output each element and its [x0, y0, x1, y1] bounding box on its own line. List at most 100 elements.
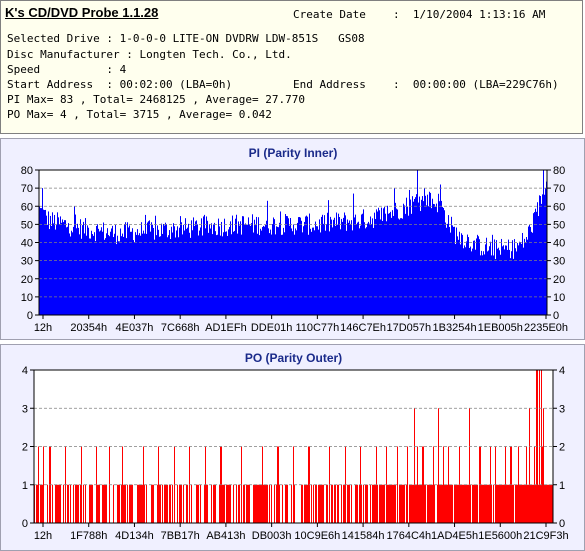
bar	[272, 224, 273, 315]
bar	[458, 239, 459, 315]
bar	[421, 484, 422, 523]
bar	[355, 214, 356, 315]
x-tick-label: 12h	[34, 322, 52, 334]
bar	[453, 226, 454, 315]
bar	[314, 230, 315, 315]
bar	[477, 484, 478, 523]
bar	[537, 202, 538, 315]
bar	[259, 484, 260, 523]
bar	[367, 484, 368, 523]
bar	[381, 207, 382, 315]
bar	[335, 225, 336, 315]
bar	[257, 484, 258, 523]
bar	[406, 197, 407, 315]
bar	[257, 233, 258, 315]
bar	[139, 233, 140, 315]
bar	[211, 223, 212, 315]
bar	[476, 238, 477, 315]
bar	[307, 216, 308, 315]
bar	[127, 484, 128, 523]
bar	[415, 484, 416, 523]
y-tick-label-right: 0	[553, 310, 559, 322]
bar	[81, 238, 82, 315]
bar	[391, 484, 392, 523]
bar	[229, 484, 230, 523]
bar	[382, 484, 383, 523]
bar	[153, 484, 154, 523]
x-tick-label: 1B3254h	[433, 322, 477, 334]
bar	[429, 191, 430, 315]
bar	[321, 484, 322, 523]
bar	[136, 234, 137, 315]
bar	[364, 222, 365, 315]
bar	[502, 484, 503, 523]
bar	[503, 245, 504, 315]
bar	[549, 484, 550, 523]
bar	[380, 219, 381, 315]
bar	[337, 224, 338, 315]
bar	[507, 484, 508, 523]
x-tick-label: 1EB005h	[478, 322, 523, 334]
bar	[137, 229, 138, 315]
bar	[98, 228, 99, 315]
bar	[186, 484, 187, 523]
bar	[206, 216, 207, 315]
bar	[40, 484, 41, 523]
bar	[168, 235, 169, 315]
bar	[390, 484, 391, 523]
bar	[177, 484, 178, 523]
bar	[491, 484, 492, 523]
bar	[191, 484, 192, 523]
bar	[489, 246, 490, 315]
bar	[421, 199, 422, 315]
bar	[109, 236, 110, 315]
bar	[129, 484, 130, 523]
bar	[146, 233, 147, 315]
bar	[186, 228, 187, 315]
bar	[274, 484, 275, 523]
bar	[260, 228, 261, 315]
bar	[63, 222, 64, 315]
bar	[404, 484, 405, 523]
bar	[483, 484, 484, 523]
bar	[145, 214, 146, 315]
bar	[124, 484, 125, 523]
bar	[85, 484, 86, 523]
bar	[277, 226, 278, 315]
bar	[197, 484, 198, 523]
y-tick-label-right: 30	[553, 256, 565, 268]
bar	[455, 244, 456, 315]
bar	[63, 484, 64, 523]
bar	[478, 236, 479, 315]
bar	[409, 189, 410, 315]
bar	[143, 230, 144, 315]
bar	[539, 195, 540, 315]
bar	[439, 201, 440, 315]
bar	[422, 196, 423, 315]
bar	[282, 234, 283, 315]
bar	[457, 236, 458, 315]
bar	[469, 247, 470, 315]
bar	[351, 484, 352, 523]
bar	[77, 223, 78, 315]
bar	[446, 484, 447, 523]
bar	[335, 484, 336, 523]
bar	[323, 223, 324, 315]
y-tick-label-right: 40	[553, 238, 565, 250]
bar	[449, 226, 450, 315]
bar	[207, 484, 208, 523]
bar	[456, 484, 457, 523]
bar	[503, 484, 504, 523]
bar	[226, 231, 227, 315]
bar	[140, 484, 141, 523]
bar	[108, 235, 109, 315]
bar	[242, 216, 243, 315]
bar	[444, 210, 445, 315]
bar	[423, 201, 424, 315]
bar	[135, 232, 136, 315]
create-date-value: : 1/10/2004 1:13:16 AM	[393, 8, 546, 21]
y-tick-label-right: 4	[559, 365, 565, 377]
bar	[340, 229, 341, 315]
bar	[70, 236, 71, 315]
bar	[143, 446, 144, 523]
